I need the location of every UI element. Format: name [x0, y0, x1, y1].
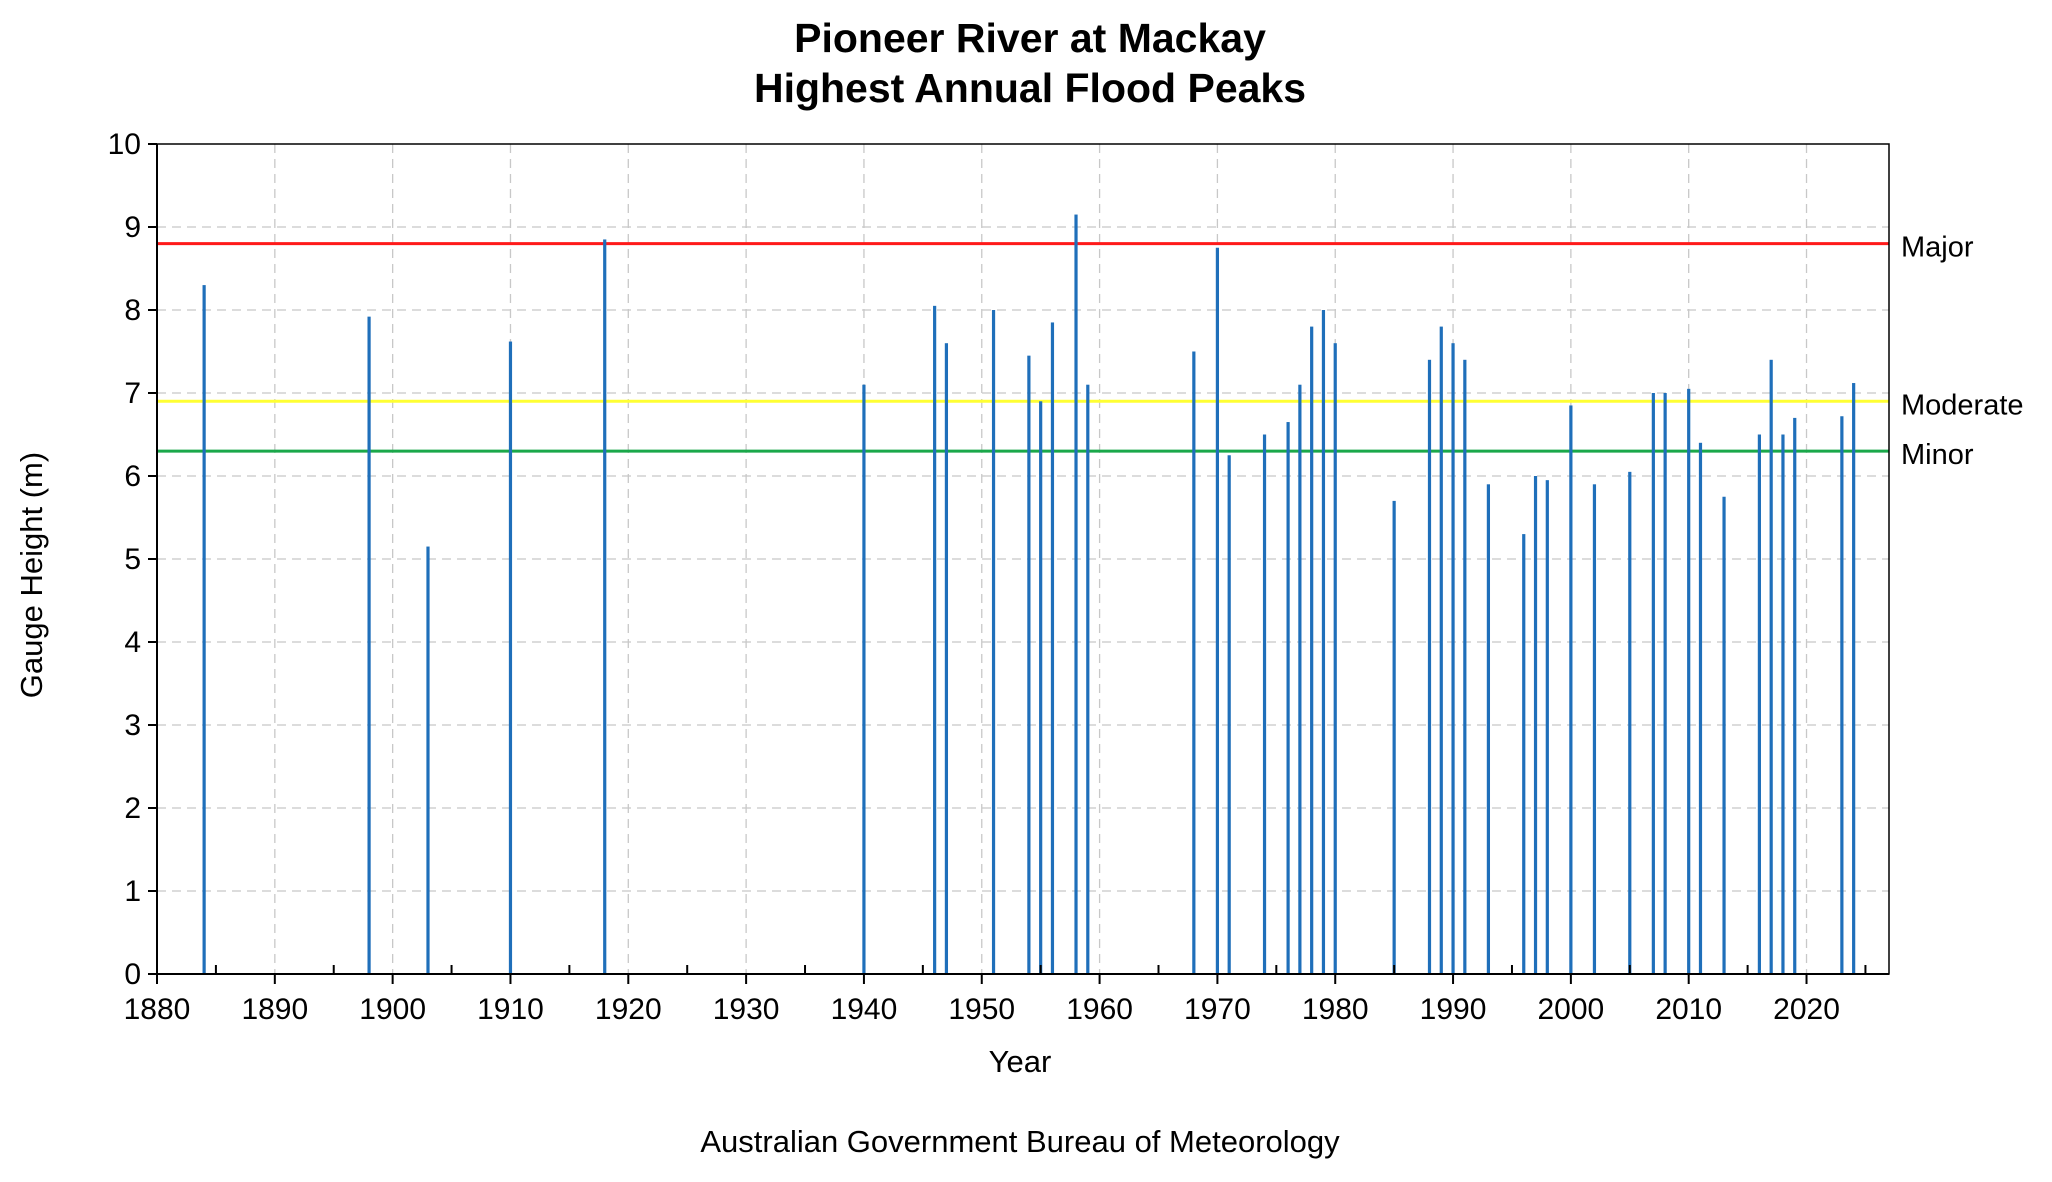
x-tick-label: 1930: [713, 993, 780, 1026]
bar-2000: [1569, 405, 1573, 974]
y-tick-label: 5: [124, 543, 141, 576]
y-tick-label: 4: [124, 626, 141, 659]
bar-1940: [862, 384, 866, 974]
bar-1980: [1333, 343, 1337, 974]
y-tick-label: 3: [124, 709, 141, 742]
source-credit: Australian Government Bureau of Meteorol…: [700, 1124, 1340, 1159]
x-axis-label: Year: [989, 1044, 1052, 1079]
bar-2023: [1840, 416, 1844, 974]
bar-1971: [1227, 455, 1231, 974]
bar-1955: [1039, 401, 1043, 974]
y-tick-label: 6: [124, 460, 141, 493]
bar-1951: [991, 310, 996, 974]
bar-2019: [1793, 417, 1797, 974]
bar-2002: [1592, 484, 1597, 974]
y-tick-label: 10: [108, 128, 141, 161]
x-tick-label: 2000: [1538, 993, 1605, 1026]
bar-1884: [202, 285, 206, 975]
bar-2011: [1698, 442, 1703, 974]
bar-1956: [1050, 322, 1055, 974]
x-tick-label: 1940: [831, 993, 898, 1026]
y-tick-label: 2: [124, 792, 141, 825]
x-tick-label: 1980: [1302, 993, 1369, 1026]
threshold-label-moderate: Moderate: [1901, 389, 2024, 421]
chart-title-line-2: Highest Annual Flood Peaks: [754, 65, 1306, 111]
x-tick-label: 1900: [359, 993, 426, 1026]
bar-2013: [1722, 496, 1726, 974]
bar-1997: [1533, 476, 1538, 974]
x-tick-label: 1990: [1420, 993, 1487, 1026]
bar-1947: [944, 343, 949, 974]
x-tick-label: 1890: [241, 993, 308, 1026]
bar-1970: [1215, 247, 1220, 974]
threshold-label-major: Major: [1901, 232, 1974, 264]
bar-1993: [1486, 484, 1491, 974]
bar-1989: [1439, 326, 1443, 975]
y-tick-label: 1: [124, 875, 141, 908]
x-tick-label: 2010: [1655, 993, 1722, 1026]
bar-1976: [1286, 422, 1290, 974]
bar-1985: [1392, 500, 1396, 974]
bar-1991: [1463, 359, 1467, 974]
bar-2005: [1628, 471, 1632, 974]
x-tick-label: 2020: [1773, 993, 1840, 1026]
bar-2010: [1687, 388, 1691, 975]
y-tick-label: 8: [124, 294, 141, 327]
bar-1979: [1321, 310, 1326, 974]
bar-2016: [1757, 434, 1761, 974]
threshold-labels: Major Moderate Minor: [1901, 232, 2024, 472]
bar-1918: [603, 239, 607, 974]
x-tick-label: 1910: [477, 993, 544, 1026]
bar-2018: [1781, 434, 1785, 974]
y-tick-label: 0: [124, 958, 141, 991]
bar-series: [202, 214, 1856, 975]
axes: [148, 143, 1889, 984]
x-tick-label: 1960: [1066, 993, 1133, 1026]
y-tick-label: 9: [124, 211, 141, 244]
bar-1968: [1192, 351, 1196, 974]
chart-title-line-1: Pioneer River at Mackay: [794, 15, 1266, 61]
bar-1978: [1310, 326, 1314, 975]
bar-2024: [1852, 383, 1856, 974]
bar-1998: [1545, 480, 1549, 974]
bar-1988: [1427, 359, 1432, 974]
bar-2008: [1663, 393, 1667, 974]
bar-1958: [1074, 214, 1078, 975]
bar-1910: [508, 341, 513, 974]
y-tick-label: 7: [124, 377, 141, 410]
bar-1974: [1262, 434, 1267, 974]
bar-1954: [1027, 355, 1031, 974]
bar-2007: [1651, 393, 1655, 974]
bar-1903: [426, 546, 430, 974]
x-tick-label: 1880: [124, 993, 191, 1026]
bar-1946: [933, 305, 937, 975]
bar-1996: [1522, 534, 1526, 974]
bar-1959: [1086, 384, 1090, 974]
bar-1977: [1298, 384, 1302, 974]
threshold-label-minor: Minor: [1901, 439, 1974, 471]
bar-2017: [1769, 359, 1773, 974]
y-axis-label: Gauge Height (m): [14, 452, 49, 698]
bar-1898: [367, 316, 371, 974]
tick-labels: 0 1 2 3 4 5 6 7 8 9 10 1880 1890 1900 1910 1920 1930 1940…: [108, 128, 1840, 1026]
bar-1990: [1451, 343, 1455, 974]
threshold-lines: [157, 242, 1889, 453]
x-tick-label: 1920: [595, 993, 662, 1026]
x-tick-label: 1950: [948, 993, 1015, 1026]
x-tick-label: 1970: [1184, 993, 1251, 1026]
